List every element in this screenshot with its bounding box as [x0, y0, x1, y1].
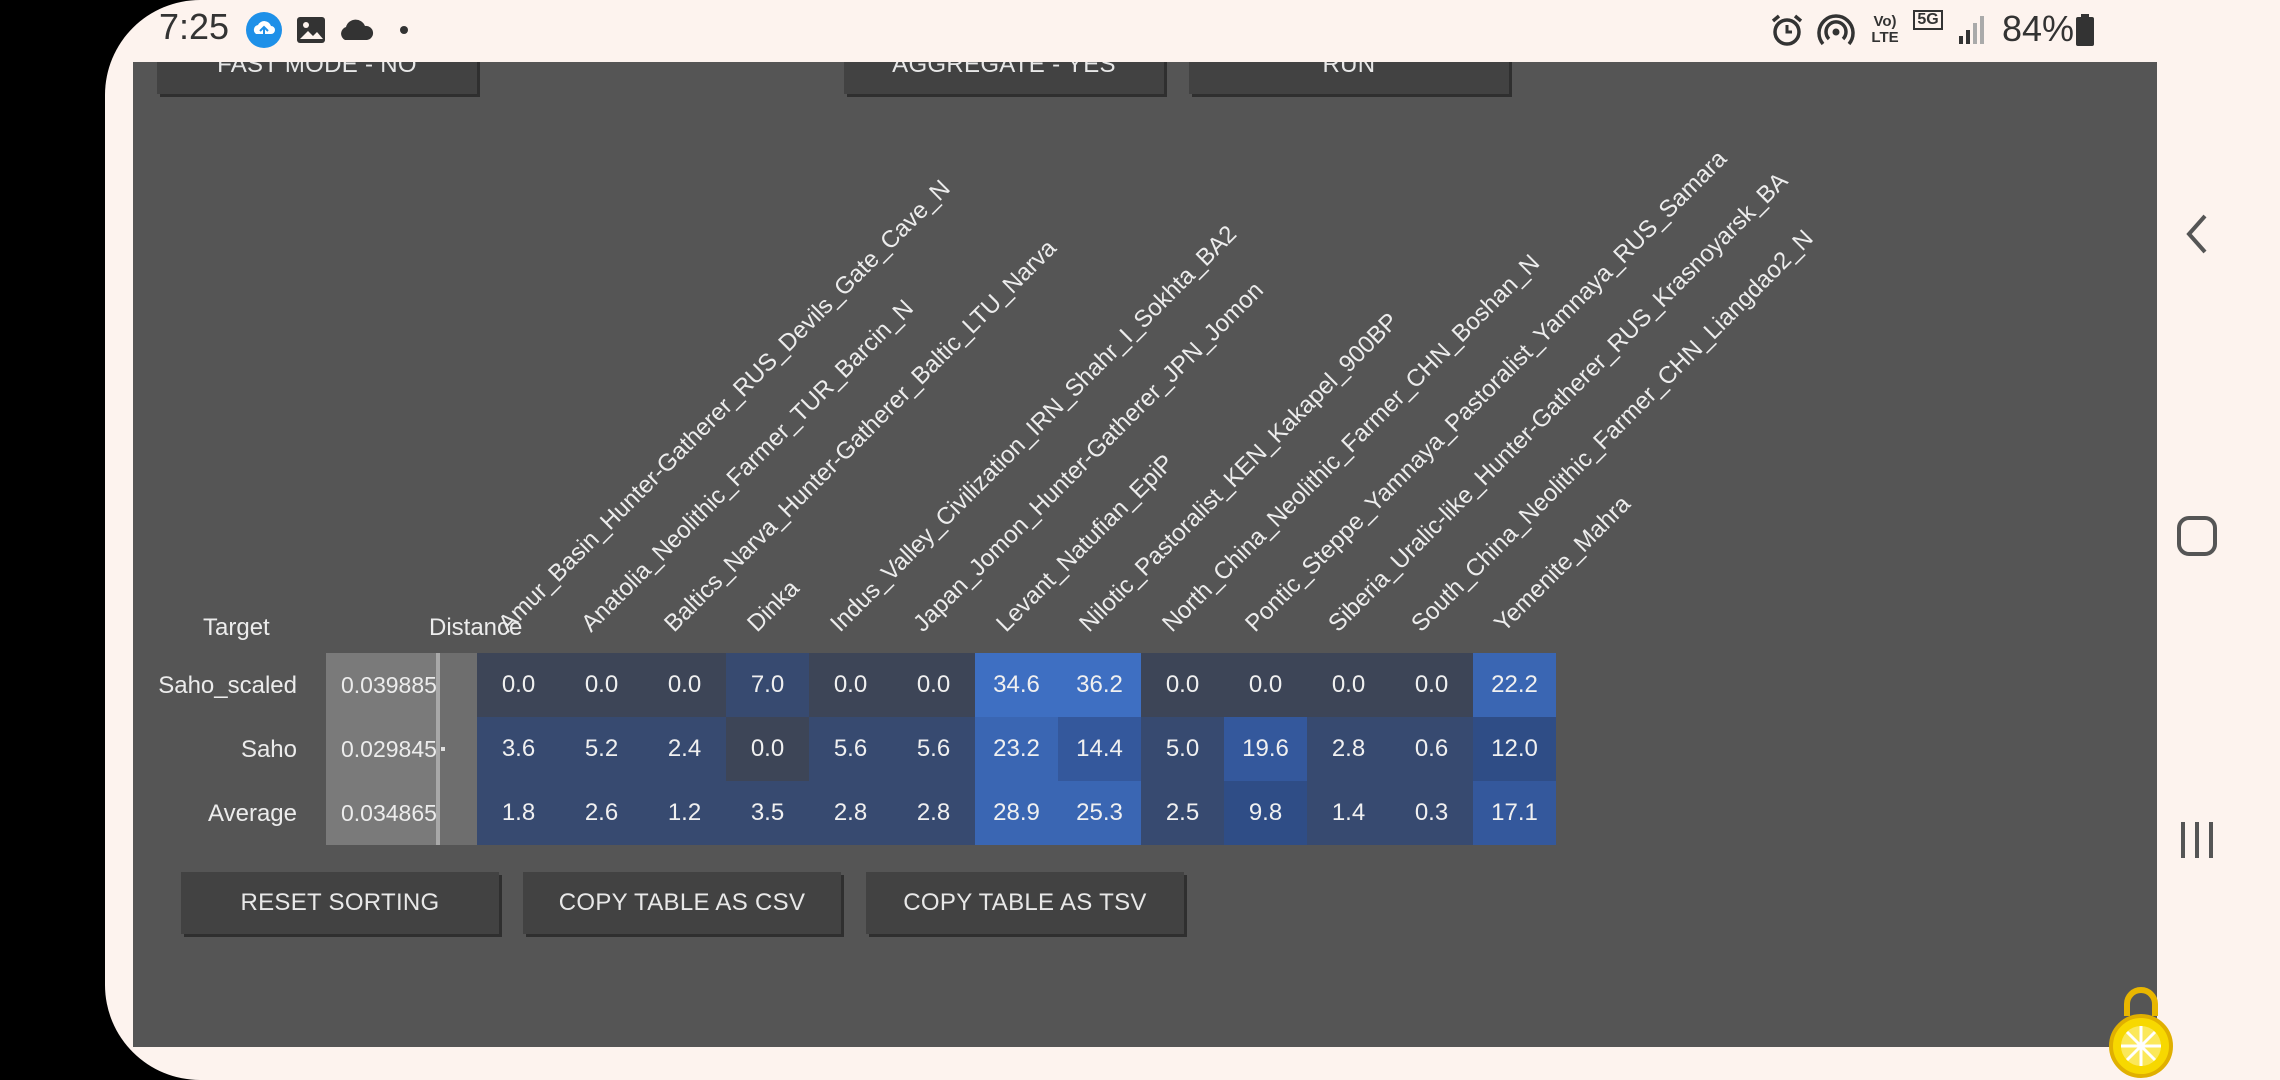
row-target-label: Average	[208, 800, 297, 827]
column-header[interactable]: Baltics_Narva_Hunter-Gatherer_Baltic_LTU…	[659, 234, 1062, 638]
lock-lemon-icon[interactable]	[2105, 986, 2175, 1080]
table-cell: 2.6	[560, 781, 643, 845]
alarm-icon	[1769, 10, 1805, 50]
table-cell: 36.2	[1058, 653, 1141, 717]
cloud-icon	[337, 10, 375, 50]
distance-divider	[436, 653, 440, 845]
navigation-bar	[2157, 0, 2280, 1080]
phone-frame: 7:25 Vo) LTE 5G 84%	[105, 0, 2280, 1080]
image-icon	[295, 10, 327, 50]
table-cell: 0.6	[1390, 717, 1473, 781]
distance-bar	[439, 781, 477, 845]
table-cell: 7.0	[726, 653, 809, 717]
table-cell: 5.6	[809, 717, 892, 781]
hotspot-icon	[1817, 10, 1855, 50]
signal-icon	[1957, 10, 1987, 50]
dot-icon	[399, 10, 409, 50]
distance-cell: 0.03486579	[326, 781, 477, 845]
column-headers: Target Distance Amur_Basin_Hunter-Gather…	[133, 62, 2157, 662]
battery-percent: 84%	[2002, 8, 2075, 49]
table-cell: 0.0	[809, 653, 892, 717]
table-cell: 1.2	[643, 781, 726, 845]
status-time: 7:25	[159, 6, 230, 47]
run-button[interactable]: RUN	[1189, 62, 1509, 94]
table-cell: 0.0	[560, 653, 643, 717]
distance-cell: 0.02984560	[326, 717, 477, 781]
table-cell: 1.4	[1307, 781, 1390, 845]
column-header[interactable]: Dinka	[742, 574, 805, 638]
table-cell: 14.4	[1058, 717, 1141, 781]
table-cell: 2.4	[643, 717, 726, 781]
table-cell: 3.5	[726, 781, 809, 845]
home-icon[interactable]	[2175, 514, 2219, 563]
table-cell: 0.3	[1390, 781, 1473, 845]
row-target-label: Saho_scaled	[158, 672, 297, 699]
copy-tsv-button[interactable]: COPY TABLE AS TSV	[866, 872, 1184, 934]
table-cell: 0.0	[726, 717, 809, 781]
table-cell: 12.0	[1473, 717, 1556, 781]
table-cell: 5.0	[1141, 717, 1224, 781]
table-cell: 17.1	[1473, 781, 1556, 845]
table-cell: 0.0	[1141, 653, 1224, 717]
target-header[interactable]: Target	[203, 614, 270, 641]
recents-icon[interactable]	[2175, 818, 2219, 867]
table-cell: 2.5	[1141, 781, 1224, 845]
table-cell: 25.3	[1058, 781, 1141, 845]
table-cell: 9.8	[1224, 781, 1307, 845]
table-cell: 19.6	[1224, 717, 1307, 781]
table-cell: 0.0	[1390, 653, 1473, 717]
table-cell: 1.8	[477, 781, 560, 845]
table-cell: 0.0	[1224, 653, 1307, 717]
distance-marker	[441, 747, 446, 751]
column-header[interactable]: South_China_Neolithic_Farmer_CHN_Liangda…	[1406, 224, 1819, 638]
table-cell: 0.0	[1307, 653, 1390, 717]
table-cell: 0.0	[643, 653, 726, 717]
cloud-upload-icon	[245, 10, 283, 50]
table-cell: 3.6	[477, 717, 560, 781]
copy-csv-button[interactable]: COPY TABLE AS CSV	[523, 872, 841, 934]
battery-icon	[2075, 10, 2095, 50]
back-icon[interactable]	[2181, 210, 2211, 263]
fast-mode-button[interactable]: FAST MODE - NO	[157, 62, 477, 94]
row-target-label: Saho	[240, 736, 297, 763]
aggregate-button[interactable]: AGGREGATE - YES	[844, 62, 1164, 94]
table-cell: 5.2	[560, 717, 643, 781]
distance-bar	[439, 653, 477, 717]
status-bar: 7:25 Vo) LTE 5G 84%	[105, 0, 2280, 62]
5g-icon: 5G	[1913, 10, 1943, 50]
table-cell: 0.0	[892, 653, 975, 717]
table-cell: 0.0	[477, 653, 560, 717]
app-canvas: FAST MODE - NO AGGREGATE - YES RUN Targe…	[133, 62, 2157, 1047]
table-cell: 22.2	[1473, 653, 1556, 717]
column-header[interactable]: North_China_Neolithic_Farmer_CHN_Boshan_…	[1157, 249, 1546, 638]
distance-cell: 0.03988598	[326, 653, 477, 717]
table-cell: 34.6	[975, 653, 1058, 717]
table-cell: 23.2	[975, 717, 1058, 781]
table-cell: 2.8	[809, 781, 892, 845]
volte-icon: Vo) LTE	[1871, 13, 1899, 46]
table-cell: 2.8	[1307, 717, 1390, 781]
reset-sorting-button[interactable]: RESET SORTING	[181, 872, 499, 934]
table-cell: 28.9	[975, 781, 1058, 845]
table-cell: 2.8	[892, 781, 975, 845]
table-cell: 5.6	[892, 717, 975, 781]
distance-bar	[439, 717, 477, 781]
distance-header[interactable]: Distance	[429, 614, 523, 641]
